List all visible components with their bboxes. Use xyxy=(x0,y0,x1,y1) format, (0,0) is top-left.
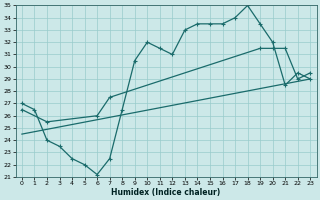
X-axis label: Humidex (Indice chaleur): Humidex (Indice chaleur) xyxy=(111,188,221,197)
